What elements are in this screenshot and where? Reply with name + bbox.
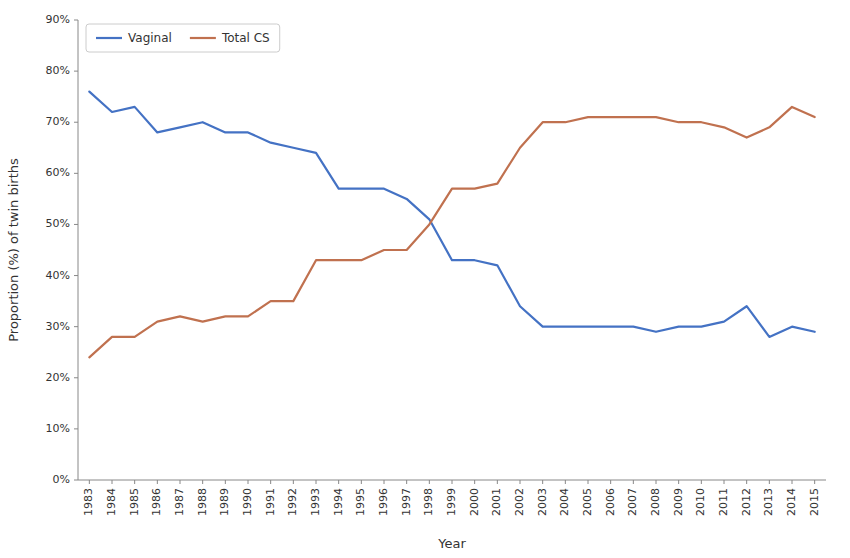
y-tick (74, 173, 78, 174)
x-tick-label: 2015 (808, 488, 821, 516)
x-tick-label: 1985 (128, 488, 141, 516)
x-tick (270, 480, 271, 484)
x-tick (89, 480, 90, 484)
y-tick-label: 30% (46, 320, 70, 333)
x-tick-label: 1984 (105, 488, 118, 516)
y-tick (74, 122, 78, 123)
x-tick (134, 480, 135, 484)
y-tick-label: 0% (53, 473, 70, 486)
y-tick (74, 428, 78, 429)
x-tick (814, 480, 815, 484)
x-tick-label: 2001 (490, 488, 503, 516)
y-tick (74, 71, 78, 72)
x-tick-label: 2005 (581, 488, 594, 516)
y-tick-label: 80% (46, 64, 70, 77)
x-tick (361, 480, 362, 484)
x-tick (724, 480, 725, 484)
x-tick (769, 480, 770, 484)
y-tick (74, 224, 78, 225)
chart: 0% 10% 20% 30% 40% 50% 60% 70% 80% 90% 1983 1984 198… (0, 0, 850, 558)
y-tick (74, 326, 78, 327)
x-tick-label: 2011 (717, 488, 730, 516)
y-tick (74, 275, 78, 276)
x-tick (429, 480, 430, 484)
x-tick (588, 480, 589, 484)
y-tick-label: 50% (46, 217, 70, 230)
x-tick (633, 480, 634, 484)
x-tick-label: 2013 (762, 488, 775, 516)
x-tick (316, 480, 317, 484)
x-axis-label: Year (437, 536, 466, 551)
x-tick (338, 480, 339, 484)
x-tick-label: 1986 (150, 488, 163, 516)
legend-box (86, 24, 280, 52)
x-tick (157, 480, 158, 484)
x-tick (678, 480, 679, 484)
x-tick-label: 2003 (536, 488, 549, 516)
y-tick-label: 10% (46, 422, 70, 435)
series-line (89, 92, 814, 337)
plot-area (89, 92, 814, 358)
x-tick-label: 1992 (286, 488, 299, 516)
x-tick-label: 2007 (626, 488, 639, 516)
legend-entry: Vaginal (128, 31, 172, 45)
x-tick (792, 480, 793, 484)
x-tick-label: 2009 (672, 488, 685, 516)
legend-entry: Total CS (221, 31, 270, 45)
series-line (89, 107, 814, 357)
x-tick-label: 2002 (513, 488, 526, 516)
x-tick-label: 1993 (309, 488, 322, 516)
x-tick-label: 1987 (173, 488, 186, 516)
x-tick-label: 1999 (445, 488, 458, 516)
y-tick-label: 40% (46, 269, 70, 282)
x-tick (701, 480, 702, 484)
x-tick (565, 480, 566, 484)
x-tick-label: 1991 (264, 488, 277, 516)
legend: Vaginal Total CS (86, 24, 280, 52)
x-tick (225, 480, 226, 484)
y-tick (74, 377, 78, 378)
x-tick-label: 2012 (740, 488, 753, 516)
y-tick (74, 20, 78, 21)
x-tick-label: 2010 (694, 488, 707, 516)
x-tick (474, 480, 475, 484)
x-tick (202, 480, 203, 484)
y-axis-label: Proportion (%) of twin births (6, 158, 21, 342)
x-tick (610, 480, 611, 484)
y-axis-line (78, 20, 79, 480)
y-tick-label: 20% (46, 371, 70, 384)
x-tick-label: 2006 (604, 488, 617, 516)
x-tick (452, 480, 453, 484)
x-tick-label: 1989 (218, 488, 231, 516)
x-tick-label: 1995 (354, 488, 367, 516)
y-tick-label: 60% (46, 166, 70, 179)
y-tick-label: 70% (46, 115, 70, 128)
x-tick-label: 2004 (558, 488, 571, 516)
x-tick-label: 1997 (400, 488, 413, 516)
x-tick (746, 480, 747, 484)
legend-swatch (190, 37, 216, 39)
x-tick (384, 480, 385, 484)
x-tick (180, 480, 181, 484)
x-tick-label: 1994 (332, 488, 345, 516)
x-tick (248, 480, 249, 484)
x-tick (497, 480, 498, 484)
x-tick-label: 2014 (785, 488, 798, 516)
x-tick-label: 1998 (422, 488, 435, 516)
x-tick-label: 2000 (468, 488, 481, 516)
x-tick (520, 480, 521, 484)
y-tick-label: 90% (46, 13, 70, 26)
y-tick (74, 480, 78, 481)
x-tick-label: 1983 (82, 488, 95, 516)
x-tick-label: 1988 (196, 488, 209, 516)
x-tick (406, 480, 407, 484)
x-tick (542, 480, 543, 484)
x-tick (293, 480, 294, 484)
legend-swatch (96, 37, 122, 39)
x-tick (656, 480, 657, 484)
x-tick (112, 480, 113, 484)
x-tick-label: 1990 (241, 488, 254, 516)
x-tick-label: 1996 (377, 488, 390, 516)
x-tick-label: 2008 (649, 488, 662, 516)
